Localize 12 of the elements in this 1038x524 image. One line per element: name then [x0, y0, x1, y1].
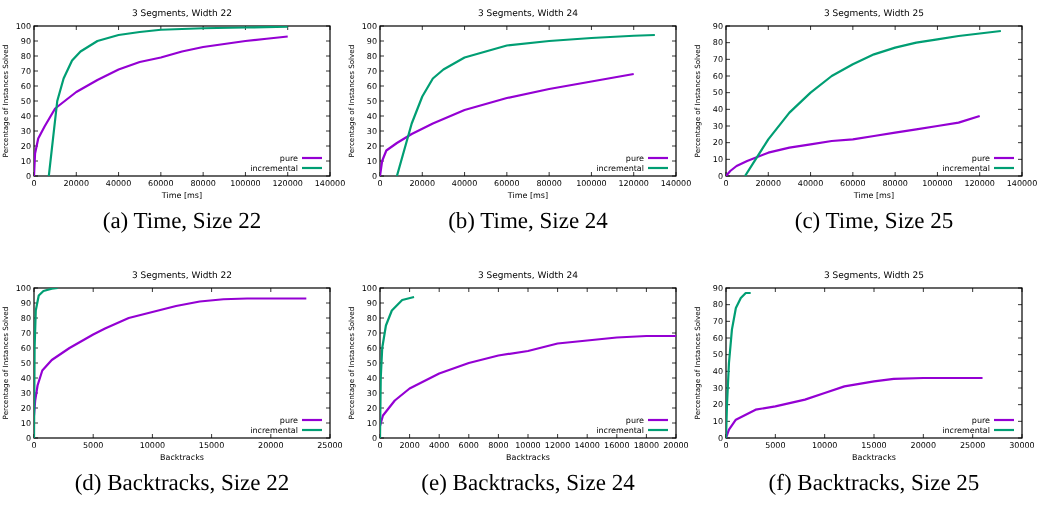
- text: (d) Backtracks, Size 22: [74, 472, 290, 496]
- text: (e) Backtracks, Size 24: [421, 472, 636, 496]
- line-series: [743, 29, 1002, 176]
- line-series: [34, 288, 59, 438]
- line-series: [380, 334, 676, 428]
- line-series: [395, 33, 656, 176]
- line-series: [380, 295, 416, 438]
- text: (a) Time, Size 22: [102, 210, 262, 234]
- text: (b) Time, Size 24: [448, 210, 609, 234]
- text: (f) Backtracks, Size 25: [768, 472, 980, 496]
- text: (c) Time, Size 25: [794, 210, 954, 234]
- line-series: [726, 291, 752, 438]
